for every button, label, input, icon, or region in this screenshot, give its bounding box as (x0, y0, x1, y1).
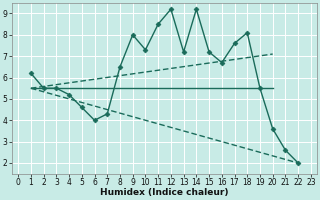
X-axis label: Humidex (Indice chaleur): Humidex (Indice chaleur) (100, 188, 229, 197)
